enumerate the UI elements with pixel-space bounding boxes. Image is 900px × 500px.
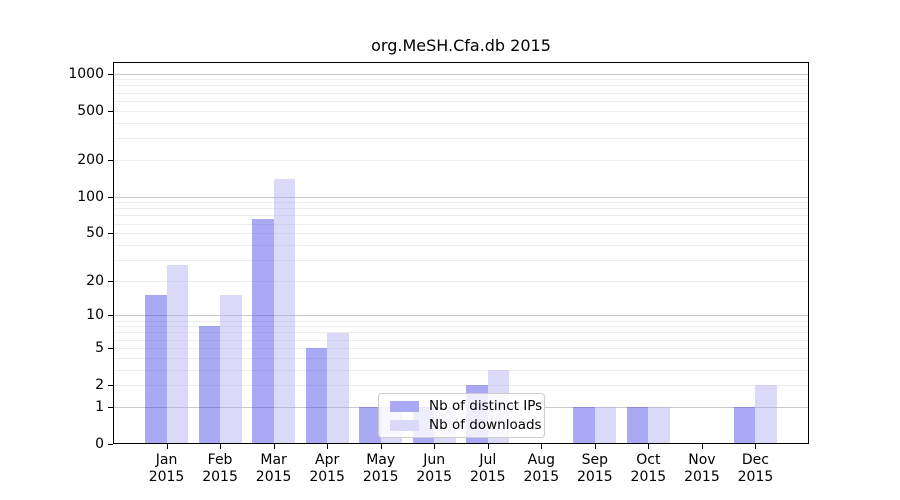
x-tick-label-dec: Dec 2015 (737, 452, 774, 485)
y-tick-100 (108, 196, 113, 198)
bar-downloads-mar (273, 179, 296, 444)
bar-ips-apr (305, 347, 328, 444)
bar-downloads-sep (594, 406, 617, 444)
minor-gridline (113, 369, 809, 371)
x-tick-label-may: May 2015 (362, 452, 399, 485)
legend-label-distinct-ips: Nb of distinct IPs (429, 398, 543, 414)
x-tick-label-aug: Aug 2015 (523, 452, 560, 485)
chart-title: org.MeSH.Cfa.db 2015 (371, 36, 551, 55)
y-tick-label-50: 50 (86, 225, 104, 242)
x-tick-label-jun: Jun 2015 (416, 452, 453, 485)
x-tick-label-jan: Jan 2015 (148, 452, 185, 485)
minor-gridline (113, 385, 809, 387)
legend-entry-downloads: Nb of downloads (379, 416, 544, 434)
legend: Nb of distinct IPs Nb of downloads (378, 393, 545, 438)
x-tick-label-apr: Apr 2015 (309, 452, 345, 485)
x-tick-aug (541, 444, 543, 449)
minor-gridline (113, 159, 809, 161)
minor-gridline (113, 326, 809, 328)
bar-ips-sep (573, 406, 595, 444)
minor-gridline (113, 122, 809, 124)
x-tick-oct (648, 444, 650, 449)
y-tick-1000 (108, 73, 113, 75)
bar-ips-oct (626, 406, 649, 444)
minor-gridline (113, 110, 809, 112)
y-tick-label-20: 20 (86, 272, 104, 289)
y-tick-500 (108, 110, 113, 112)
x-tick-sep (594, 444, 596, 449)
bar-downloads-dec (755, 385, 777, 444)
minor-gridline (113, 85, 809, 87)
minor-gridline (113, 208, 809, 210)
bar-downloads-oct (648, 406, 670, 444)
major-gridline (113, 73, 809, 75)
bar-downloads-feb (220, 295, 242, 444)
x-tick-label-oct: Oct 2015 (630, 452, 667, 485)
x-tick-mar (273, 444, 275, 449)
y-tick-label-5: 5 (95, 339, 104, 356)
minor-gridline (113, 79, 809, 81)
minor-gridline (113, 332, 809, 334)
minor-gridline (113, 233, 809, 235)
y-tick-label-2: 2 (95, 377, 104, 394)
legend-label-downloads: Nb of downloads (429, 417, 542, 433)
x-tick-nov (701, 444, 703, 449)
bar-ips-jan (145, 295, 167, 444)
bar-ips-mar (252, 219, 274, 444)
y-tick-20 (108, 280, 113, 282)
y-tick-10 (108, 315, 113, 317)
minor-gridline (113, 280, 809, 282)
y-tick-label-10: 10 (86, 307, 104, 324)
x-tick-may (380, 444, 382, 449)
x-tick-label-mar: Mar 2015 (255, 452, 292, 485)
legend-swatch-downloads (390, 419, 419, 431)
x-tick-label-nov: Nov 2015 (684, 452, 720, 485)
x-tick-label-feb: Feb 2015 (202, 452, 238, 485)
minor-gridline (113, 320, 809, 322)
plot-area (113, 62, 809, 444)
x-tick-label-sep: Sep 2015 (577, 452, 613, 485)
y-tick-label-500: 500 (77, 102, 104, 119)
legend-swatch-distinct-ips (390, 400, 419, 412)
minor-gridline (113, 357, 809, 359)
bar-ips-feb (198, 326, 221, 444)
y-tick-5 (108, 347, 113, 349)
minor-gridline (113, 215, 809, 217)
bar-ips-dec (733, 406, 756, 444)
major-gridline (113, 315, 809, 317)
minor-gridline (113, 92, 809, 94)
minor-gridline (113, 223, 809, 225)
legend-entry-distinct-ips: Nb of distinct IPs (379, 397, 544, 415)
x-tick-dec (755, 444, 757, 449)
x-tick-feb (220, 444, 222, 449)
y-tick-2 (108, 385, 113, 387)
minor-gridline (113, 202, 809, 204)
x-tick-jun (434, 444, 436, 449)
x-tick-apr (327, 444, 329, 449)
bar-ips-may (359, 406, 381, 444)
bar-downloads-jan (166, 265, 189, 444)
minor-gridline (113, 244, 809, 246)
minor-gridline (113, 339, 809, 341)
y-tick-200 (108, 159, 113, 161)
minor-gridline (113, 137, 809, 139)
y-tick-0 (108, 444, 113, 445)
x-tick-jul (487, 444, 489, 449)
x-tick-label-jul: Jul 2015 (469, 452, 506, 485)
minor-gridline (113, 259, 809, 261)
minor-gridline (113, 100, 809, 102)
y-tick-label-0: 0 (95, 436, 104, 452)
y-tick-1 (108, 406, 113, 408)
minor-gridline (113, 347, 809, 349)
y-tick-label-1: 1 (95, 398, 104, 415)
y-tick-label-200: 200 (77, 151, 104, 168)
y-tick-50 (108, 233, 113, 235)
x-tick-jan (166, 444, 168, 449)
major-gridline (113, 196, 809, 198)
y-tick-label-1000: 1000 (68, 65, 104, 82)
bar-downloads-apr (327, 332, 349, 444)
y-tick-label-100: 100 (77, 188, 104, 205)
